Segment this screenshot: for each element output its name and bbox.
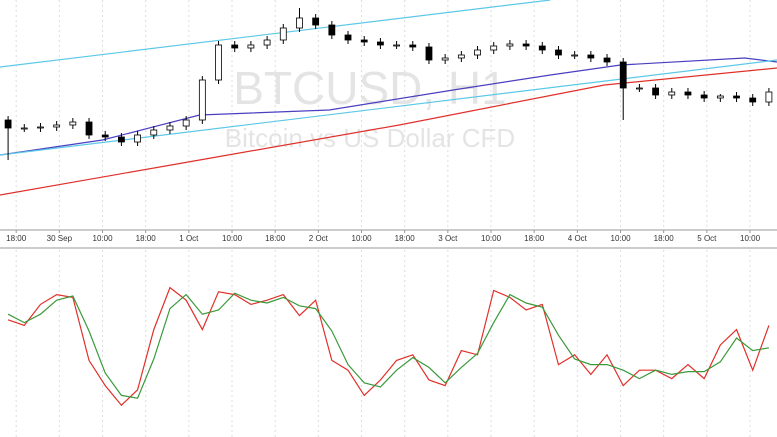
x-tick-label: 18:00 <box>395 234 416 243</box>
candle-body <box>441 57 449 61</box>
candle-body <box>4 119 12 129</box>
candle-body <box>312 17 320 26</box>
candle-body <box>538 45 546 51</box>
candle-body <box>684 91 692 96</box>
candle-body <box>360 39 368 43</box>
x-tick-label: 30 Sep <box>47 234 73 243</box>
x-tick-label: 10:00 <box>481 234 502 243</box>
x-tick-label: 18:00 <box>136 234 157 243</box>
candle-body <box>733 95 740 99</box>
candle-body <box>134 134 141 143</box>
candle-body <box>85 121 93 136</box>
candle-body <box>231 44 239 49</box>
candle-body <box>182 119 190 127</box>
candle-body <box>101 134 109 138</box>
candle-body <box>474 49 481 56</box>
candle-body <box>603 57 611 63</box>
candle-body <box>619 61 627 89</box>
candle-body <box>393 44 400 47</box>
x-tick-label: 4 Oct <box>568 234 588 243</box>
candle-body <box>344 34 352 41</box>
candle-body <box>215 44 222 81</box>
indicator-line <box>0 0 551 68</box>
x-tick-label: 10:00 <box>93 234 114 243</box>
candle-body <box>716 95 724 99</box>
candle-body <box>522 43 530 47</box>
candle-body <box>490 45 498 51</box>
candle-body <box>198 79 206 121</box>
x-tick-label: 10:00 <box>740 234 761 243</box>
candle-body <box>587 54 595 59</box>
candle-body <box>506 43 514 47</box>
indicator-line <box>0 67 777 196</box>
oscillator-line <box>7 292 770 399</box>
x-tick-label: 10:00 <box>611 234 632 243</box>
candle-body <box>700 94 708 99</box>
oscillator-line <box>7 286 770 407</box>
candle-body <box>53 124 61 128</box>
x-tick-label: 18:00 <box>524 234 545 243</box>
candle-body <box>37 126 44 129</box>
candle-body <box>20 127 28 130</box>
watermark-subtitle: Bitcoin vs US Dollar CFD <box>225 123 515 153</box>
indicator-line <box>0 57 777 156</box>
candle-body <box>636 87 643 90</box>
price-panel <box>0 0 777 230</box>
candle-body <box>571 54 579 57</box>
candle-body <box>118 136 125 143</box>
candle-body <box>377 41 384 46</box>
watermark-title: BTCUSD, H1 <box>233 62 506 114</box>
candle-body <box>166 125 174 131</box>
x-tick-label: 10:00 <box>222 234 243 243</box>
candle-body <box>69 121 77 126</box>
x-tick-label: 10:00 <box>352 234 373 243</box>
candle-body <box>409 44 417 48</box>
candle-body <box>328 24 336 36</box>
x-tick-label: 5 Oct <box>697 234 717 243</box>
x-tick-label: 2 Oct <box>309 234 329 243</box>
x-tick-label: 3 Oct <box>438 234 458 243</box>
candle-body <box>279 27 287 41</box>
x-tick-label: 1 Oct <box>179 234 199 243</box>
candle-body <box>425 46 433 61</box>
candle-body <box>668 91 676 96</box>
indicator-line <box>0 59 777 156</box>
x-tick-label: 18:00 <box>6 234 27 243</box>
candle-body <box>749 97 757 103</box>
oscillator-panel <box>7 250 770 437</box>
candle-body <box>296 17 303 29</box>
x-tick-label: 18:00 <box>654 234 675 243</box>
candle-body <box>457 54 465 59</box>
candle-body <box>555 49 562 56</box>
x-tick-label: 18:00 <box>265 234 286 243</box>
candle-body <box>652 87 659 96</box>
candle-body <box>263 39 271 46</box>
axis-labels: 18:00 30 Sep 10:00 18:00 1 Oct 10:00 18:00 2 Oc… <box>6 230 761 243</box>
candle-body <box>765 91 773 103</box>
candle-body <box>150 129 158 136</box>
candle-body <box>247 44 255 49</box>
